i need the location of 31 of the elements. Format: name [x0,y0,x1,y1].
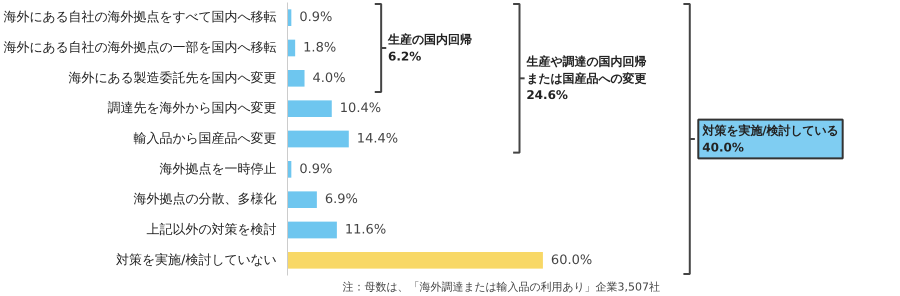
y-tick-label: 海外拠点を一時停止 [160,162,276,177]
bar [288,100,332,118]
y-tick-label: 海外にある製造委託先を国内へ変更 [68,70,276,86]
y-tick-label: 海外にある自社の海外拠点をすべて国内へ移転 [4,10,276,26]
bar [288,130,349,148]
data-label: 14.4% [356,132,398,146]
bar [288,222,337,238]
bar [288,9,292,26]
data-label: 6.9% [324,192,358,208]
y-tick-label: 上記以外の対策を検討 [146,222,276,238]
bar [288,40,296,56]
y-tick-label: 輸入品から国産品へ変更 [134,130,276,146]
bar [288,191,317,208]
data-label: 0.9% [299,10,332,26]
text: 対策を実施/検討している 40.0% [701,124,839,154]
y-tick-label: 海外にある自社の海外拠点の一部を国内へ移転 [4,40,276,56]
data-label: 0.9% [299,162,332,177]
data-label: 4.0% [312,70,346,86]
data-label: 60.0% [550,252,592,268]
text: 注：母数は、「海外調達または輸入品の利用あり」企業3,507社 [342,280,660,294]
y-tick-label: 対策を実施/検討していない [116,252,277,268]
annotation: 生産や調達の国内回帰または国産品への変更 24.6% [525,54,646,102]
data-label: 1.8% [303,40,336,56]
y-tick-label: 海外拠点の分散、多様化 [134,192,276,208]
annotation: 生産の国内回帰 6.2% [386,32,472,64]
bar [288,70,305,87]
y-tick-label: 調達先を海外から国内へ変更 [108,100,276,116]
bar [288,252,543,269]
data-label: 11.6% [344,222,386,238]
bar [288,160,292,178]
data-label: 10.4% [340,101,382,116]
